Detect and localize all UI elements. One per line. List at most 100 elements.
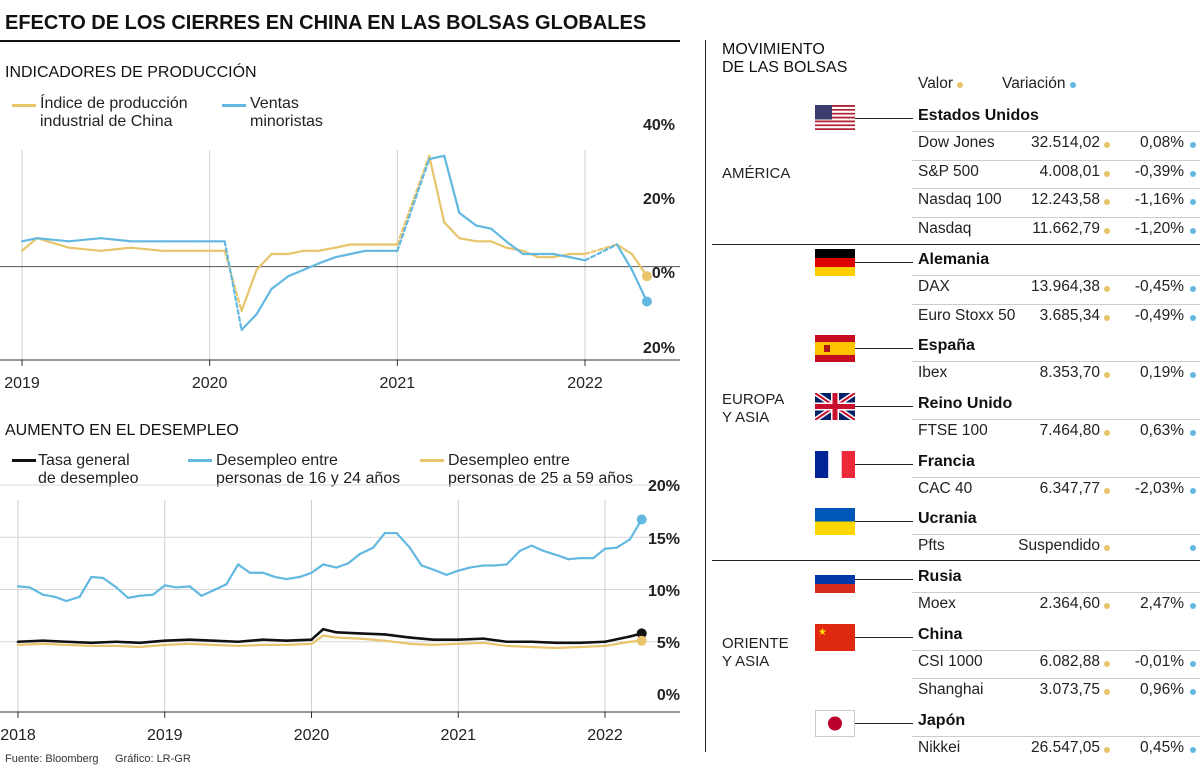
row-rule (912, 592, 1200, 593)
markets-heading: MOVIMIENTO DE LAS BOLSAS (722, 41, 847, 77)
series-1-segment (240, 313, 258, 332)
flag-stripe (815, 124, 855, 127)
flag-leader-line (855, 405, 913, 407)
series-1-segment (567, 557, 582, 561)
col-value-label: Valor (918, 75, 954, 92)
series-2-segment (138, 643, 166, 649)
series-1-segment (200, 589, 215, 597)
flag-stripe (815, 128, 855, 131)
series-2-segment (188, 642, 215, 646)
legend-retail-l2: minoristas (250, 113, 323, 130)
country-name: Francia (918, 452, 975, 470)
series-1-segment (630, 268, 649, 303)
series-0-segment (317, 246, 337, 252)
x-tick-label: 2021 (440, 727, 476, 744)
series-1-segment (225, 563, 240, 586)
index-value: 7.464,80 (1039, 421, 1100, 439)
series-1-segment (568, 256, 587, 262)
x-tick-label: 2022 (567, 375, 603, 392)
col-change-label: Variación (1002, 75, 1066, 92)
flag-band (815, 342, 855, 356)
series-0-segment (408, 636, 435, 641)
row-rule (912, 188, 1200, 190)
legend-adult-l1: Desempleo entre (448, 452, 570, 469)
series-1-segment (372, 531, 386, 549)
y-tick-label: 10% (648, 583, 680, 600)
region-east-l2: Y ASIA (722, 653, 770, 670)
legend-general: Tasa general de desempleo (38, 452, 139, 488)
x-tick-label: 2021 (380, 375, 416, 392)
series-0-segment (383, 633, 412, 639)
series-0-segment (90, 640, 118, 645)
index-name: Ibex (918, 364, 948, 382)
legend-retail: Ventas minoristas (250, 95, 323, 131)
series-0-segment (396, 154, 431, 246)
series-1-segment (212, 583, 228, 592)
series-1-segment (428, 154, 446, 161)
series-1-segment (138, 593, 155, 597)
series-2-segment (530, 645, 558, 650)
series-0-segment (255, 252, 273, 271)
series-1-segment (90, 575, 105, 580)
index-name: Pfts (918, 537, 945, 555)
footer-graphic: Gráfico: LR-GR (115, 753, 191, 765)
region-europe: EUROPA Y ASIA (722, 391, 784, 427)
series-0-segment (530, 640, 558, 645)
flag-stripe (815, 114, 855, 117)
flag-band (815, 355, 855, 363)
series-0-segment (16, 639, 45, 644)
series-1-segment (99, 237, 132, 243)
index-name: Shanghai (918, 681, 984, 699)
series-1-segment (505, 240, 525, 256)
flag-stripe (815, 120, 855, 123)
series-1-segment (530, 544, 545, 552)
series-2-end-point (636, 635, 647, 646)
series-0-end-point (636, 628, 647, 639)
series-1-segment (53, 595, 68, 603)
series-1-segment (67, 237, 102, 243)
row-rule (912, 131, 1200, 132)
flag-es-icon (815, 335, 855, 367)
series-0-segment (236, 638, 265, 644)
x-tick-label: 2018 (0, 727, 36, 744)
flag-leader-line (855, 636, 913, 638)
chart1-title: INDICADORES DE PRODUCCIÓN (5, 64, 257, 81)
change-dot-icon (1190, 747, 1196, 754)
flag-jp-icon (815, 710, 855, 742)
row-rule (912, 159, 1200, 161)
row-rule (912, 476, 1200, 478)
flag-band (815, 248, 855, 258)
index-value: 8.353,70 (1039, 364, 1100, 382)
value-dot-icon (1104, 228, 1110, 235)
series-1-segment (592, 547, 607, 560)
flag-border (815, 710, 855, 738)
change-dot-icon (1190, 689, 1196, 696)
flag-band (815, 521, 855, 536)
country-name: Japón (918, 712, 966, 730)
series-0-segment (443, 221, 461, 240)
series-0-segment (129, 246, 164, 252)
flag-leader-line (855, 463, 913, 465)
change-dot-icon (1190, 285, 1196, 292)
country-name: Alemania (918, 250, 990, 268)
index-name: CSI 1000 (918, 652, 983, 670)
index-change: 0,08% (1140, 134, 1184, 151)
series-1-segment (445, 569, 460, 576)
index-value: Suspendido (1018, 537, 1100, 555)
change-dot-icon (1190, 545, 1196, 552)
series-1-segment (287, 268, 305, 278)
series-1-segment (615, 538, 632, 549)
series-1-segment (102, 576, 118, 589)
series-0-segment (603, 635, 632, 644)
series-2-segment (115, 644, 141, 649)
index-change: 0,45% (1140, 739, 1184, 757)
series-1-segment (420, 564, 435, 571)
series-2-segment (335, 636, 362, 640)
index-change: 0,96% (1140, 681, 1184, 699)
value-dot-icon (1104, 142, 1110, 148)
series-2-segment (578, 644, 607, 649)
series-2-segment (16, 642, 45, 646)
flag-stripe (815, 106, 855, 109)
flag-stripe (815, 110, 855, 113)
series-1-segment (396, 157, 431, 252)
